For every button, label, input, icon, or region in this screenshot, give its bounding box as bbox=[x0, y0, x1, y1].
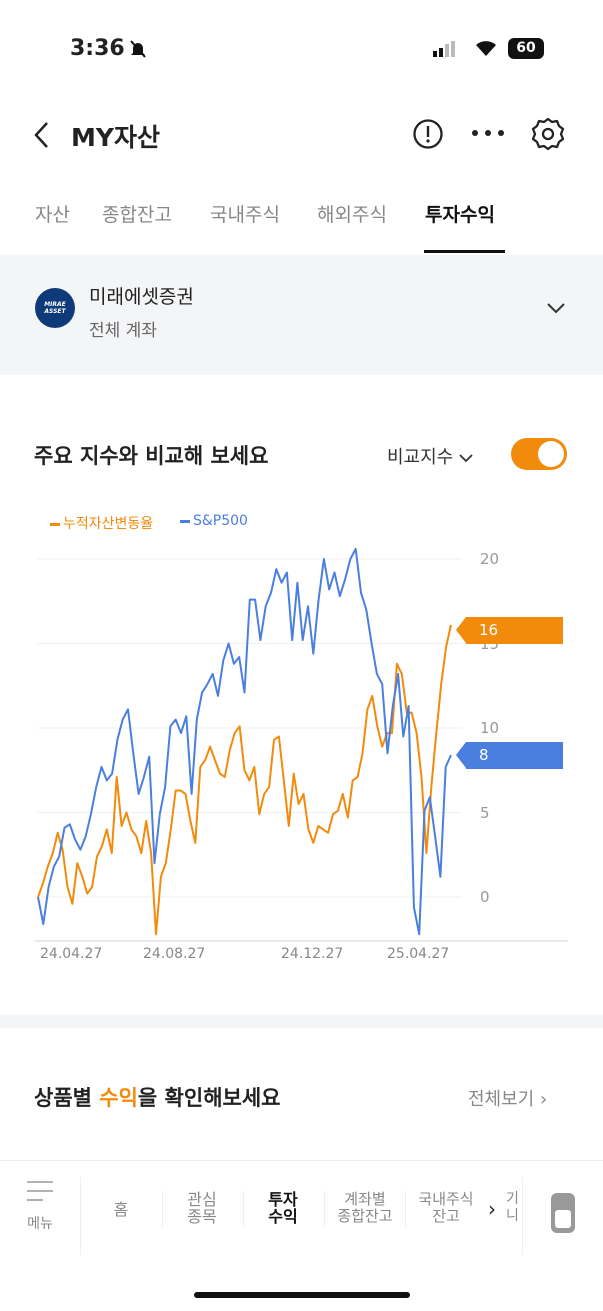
divider bbox=[243, 1191, 244, 1227]
sp500-line bbox=[37, 547, 452, 936]
nav-watchlist[interactable]: 관심 종목 bbox=[187, 1190, 217, 1226]
active-tab-indicator bbox=[424, 250, 505, 253]
chevron-down-icon bbox=[547, 303, 565, 314]
view-all-link[interactable]: 전체보기 › bbox=[468, 1085, 547, 1111]
portfolio-line bbox=[37, 624, 452, 936]
compare-toggle[interactable] bbox=[511, 438, 567, 470]
legend-swatch bbox=[180, 519, 190, 523]
status-time: 3:36 bbox=[70, 36, 125, 61]
tab-investment-returns[interactable]: 투자수익 bbox=[425, 204, 495, 226]
products-title: 상품별 수익을 확인해보세요 bbox=[34, 1082, 280, 1112]
more-icon[interactable] bbox=[470, 128, 506, 138]
y-tick-label: 10 bbox=[480, 719, 500, 737]
title-text: 상품별 bbox=[34, 1086, 100, 1110]
toggle-knob bbox=[538, 441, 564, 467]
wifi-icon bbox=[476, 41, 496, 56]
nav-account-balance[interactable]: 계좌별 종합잔고 bbox=[337, 1190, 393, 1225]
account-selector[interactable]: MIRAE ASSET 미래에셋증권 전체 계좌 bbox=[0, 255, 603, 363]
tab-total-balance[interactable]: 종합잔고 bbox=[102, 204, 172, 226]
divider bbox=[80, 1177, 81, 1255]
bottom-nav: 메뉴 홈 관심 종목 투자 수익 계좌별 종합잔고 국내주식 잔고 › 기 니 bbox=[0, 1160, 603, 1260]
compare-index-dropdown[interactable]: 비교지수 bbox=[387, 443, 474, 469]
divider bbox=[0, 363, 603, 375]
hamburger-icon bbox=[27, 1181, 53, 1201]
y-tick-label: 20 bbox=[480, 550, 500, 568]
info-alert-icon[interactable] bbox=[412, 118, 444, 150]
nav-domestic-stock-balance[interactable]: 국내주식 잔고 bbox=[418, 1190, 474, 1225]
tab-assets[interactable]: 자산 bbox=[35, 204, 70, 226]
chevron-right-icon: › bbox=[539, 1089, 548, 1110]
y-tick-label: 0 bbox=[480, 888, 490, 906]
divider bbox=[405, 1191, 406, 1227]
view-all-label: 전체보기 bbox=[468, 1089, 535, 1110]
divider bbox=[522, 1177, 523, 1255]
legend-item-sp500: S&P500 bbox=[180, 513, 248, 529]
page-title: MY자산 bbox=[71, 123, 160, 152]
x-tick-label: 24.12.27 bbox=[281, 946, 344, 962]
title-text: 을 확인해보세요 bbox=[137, 1086, 281, 1110]
broker-name: 미래에셋증권 bbox=[89, 286, 194, 308]
portfolio-last-value-badge: 16 bbox=[456, 617, 563, 644]
line-chart bbox=[35, 547, 568, 942]
compare-title: 주요 지수와 비교해 보세요 bbox=[34, 444, 269, 468]
sp500-last-value-badge: 8 bbox=[456, 742, 563, 769]
divider bbox=[162, 1191, 163, 1227]
y-tick-label: 5 bbox=[480, 804, 490, 822]
tab-foreign-stocks[interactable]: 해외주식 bbox=[317, 204, 387, 226]
battery-icon: 60 bbox=[508, 38, 544, 59]
menu-label: 메뉴 bbox=[27, 1216, 53, 1232]
home-indicator bbox=[194, 1292, 410, 1298]
mirae-asset-logo: MIRAE ASSET bbox=[35, 288, 75, 328]
nav-item-partial[interactable]: 기 니 bbox=[506, 1191, 518, 1224]
legend-item-portfolio: 누적자산변동율 bbox=[50, 513, 153, 533]
back-button[interactable] bbox=[32, 121, 50, 149]
chevron-down-icon bbox=[459, 454, 473, 463]
nav-investment-returns[interactable]: 투자 수익 bbox=[268, 1190, 298, 1226]
x-tick-label: 24.08.27 bbox=[143, 946, 206, 962]
x-tick-label: 25.04.27 bbox=[387, 946, 450, 962]
nav-home[interactable]: 홈 bbox=[113, 1200, 129, 1219]
legend-label: 누적자산변동율 bbox=[63, 516, 154, 532]
title-highlight: 수익 bbox=[99, 1086, 138, 1110]
toggle-inner bbox=[555, 1210, 571, 1228]
divider bbox=[0, 1015, 603, 1028]
account-scope: 전체 계좌 bbox=[89, 321, 157, 341]
divider bbox=[324, 1191, 325, 1227]
compare-index-label: 비교지수 bbox=[387, 447, 454, 468]
tab-domestic-stocks[interactable]: 국내주식 bbox=[210, 204, 280, 226]
settings-gear-icon[interactable] bbox=[530, 116, 566, 152]
x-tick-label: 24.04.27 bbox=[40, 946, 103, 962]
legend-label: S&P500 bbox=[193, 513, 248, 529]
legend-swatch bbox=[50, 522, 60, 526]
signal-icon bbox=[433, 41, 455, 57]
nav-scroll-right-icon[interactable]: › bbox=[488, 1197, 496, 1221]
bell-muted-icon bbox=[130, 40, 146, 58]
menu-button[interactable]: 메뉴 bbox=[12, 1179, 68, 1233]
quick-toggle-icon[interactable] bbox=[551, 1193, 575, 1233]
